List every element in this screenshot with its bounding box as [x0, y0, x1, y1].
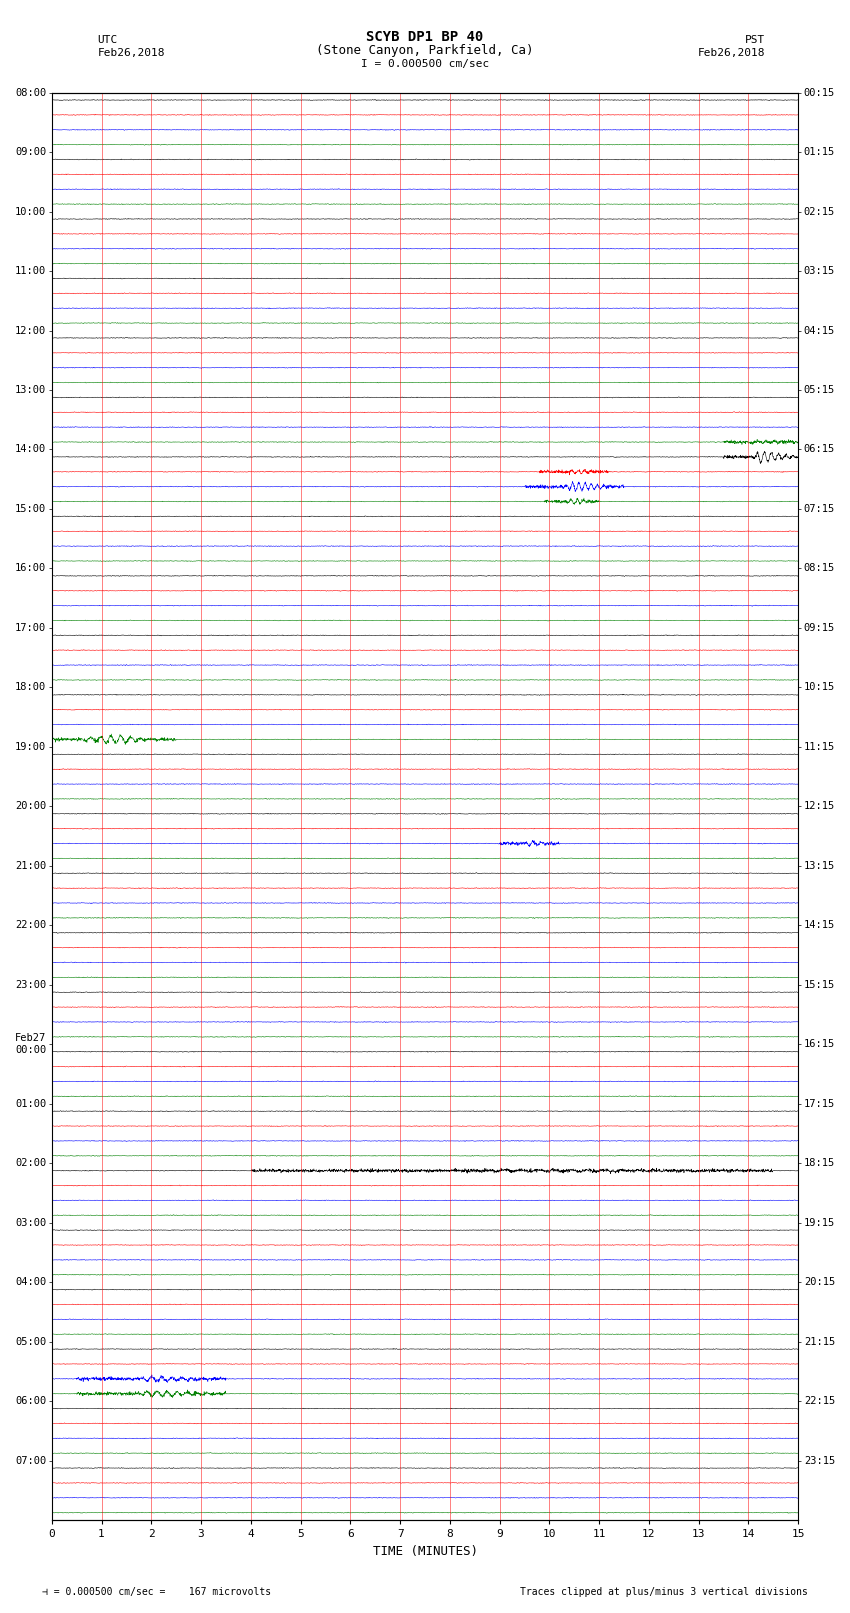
X-axis label: TIME (MINUTES): TIME (MINUTES) — [372, 1545, 478, 1558]
Text: PST: PST — [745, 35, 765, 45]
Text: ⊣ = 0.000500 cm/sec =    167 microvolts: ⊣ = 0.000500 cm/sec = 167 microvolts — [42, 1587, 272, 1597]
Text: (Stone Canyon, Parkfield, Ca): (Stone Canyon, Parkfield, Ca) — [316, 44, 534, 58]
Text: Feb26,2018: Feb26,2018 — [98, 48, 165, 58]
Text: I = 0.000500 cm/sec: I = 0.000500 cm/sec — [361, 60, 489, 69]
Text: SCYB DP1 BP 40: SCYB DP1 BP 40 — [366, 31, 484, 44]
Text: Feb26,2018: Feb26,2018 — [698, 48, 765, 58]
Text: UTC: UTC — [98, 35, 118, 45]
Text: Traces clipped at plus/minus 3 vertical divisions: Traces clipped at plus/minus 3 vertical … — [519, 1587, 808, 1597]
